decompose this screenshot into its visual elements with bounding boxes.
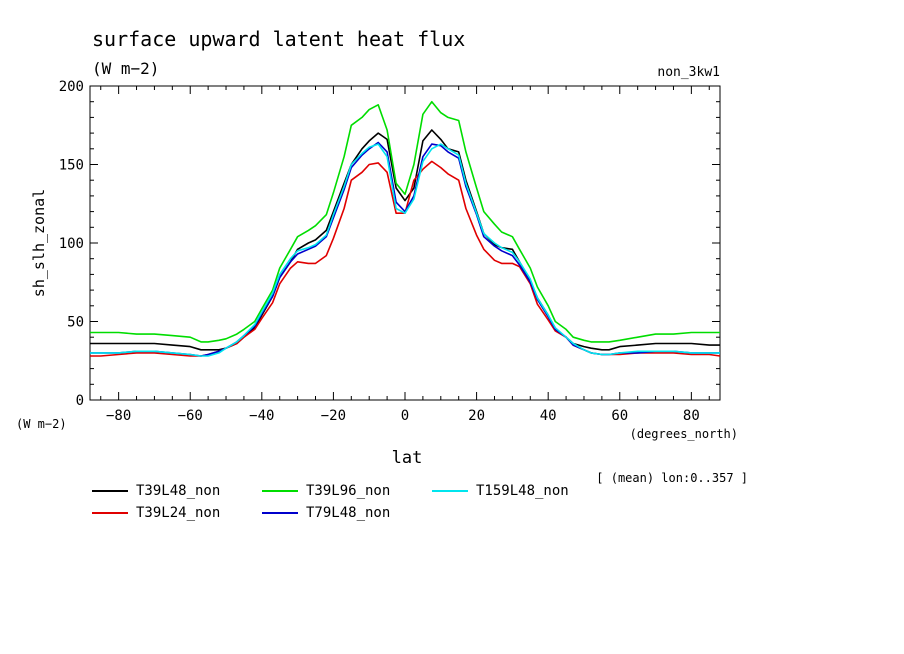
legend-label: T79L48_non — [306, 505, 390, 521]
x-tick-label: −40 — [249, 408, 274, 424]
run-label: non_3kw1 — [657, 65, 720, 80]
x-tick-label: −20 — [321, 408, 346, 424]
x-tick-label: −60 — [178, 408, 203, 424]
legend-label: T39L24_non — [136, 505, 220, 521]
legend-label: T159L48_non — [476, 483, 569, 499]
x-tick-label: 60 — [611, 408, 628, 424]
y-tick-label: 0 — [76, 393, 84, 409]
x-axis-units: (degrees_north) — [630, 427, 738, 441]
x-tick-label: 20 — [468, 408, 485, 424]
y-tick-label: 200 — [59, 79, 84, 95]
series-line — [90, 100, 720, 343]
series-line — [90, 143, 720, 357]
x-tick-label: 40 — [540, 408, 557, 424]
axes: −80 −60 −40 −20 0 20 40 60 80 0 50 100 150 200 — [59, 79, 721, 424]
x-tick-label: −80 — [106, 408, 131, 424]
y-tick-label: 50 — [67, 315, 84, 331]
y-tick-label: 150 — [59, 158, 84, 174]
series-layer — [90, 100, 721, 357]
mean-note: [ (mean) lon:0..357 ] — [596, 471, 748, 485]
chart-title: surface upward latent heat flux — [92, 27, 465, 51]
x-tick-label: 80 — [683, 408, 700, 424]
x-axis-label: lat — [392, 448, 423, 468]
chart-subtitle: (W m−2) — [92, 59, 159, 78]
x-tick-label: 0 — [401, 408, 409, 424]
legend-label: T39L48_non — [136, 483, 220, 499]
y-axis-units: (W m−2) — [16, 417, 67, 431]
y-axis-label: sh_slh_zonal — [30, 189, 48, 297]
legend: T39L48_non T39L24_non T39L96_non T79L48_non… — [92, 483, 569, 521]
y-tick-label: 100 — [59, 236, 84, 252]
legend-label: T39L96_non — [306, 483, 390, 499]
